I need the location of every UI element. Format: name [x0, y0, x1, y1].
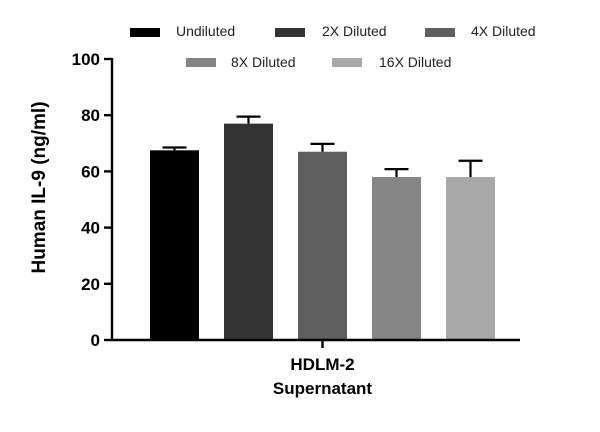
legend-label-16x-diluted: 16X Diluted [379, 54, 451, 70]
legend-label-8x-diluted: 8X Diluted [231, 54, 296, 70]
legend-swatch-8x-diluted [186, 58, 216, 67]
y-tick-label: 40 [81, 219, 100, 238]
legend-swatch-16x-diluted [332, 58, 362, 67]
bar-4x-diluted [298, 151, 347, 340]
y-tick-label: 60 [81, 162, 100, 181]
y-axis-label: Human IL-9 (ng/ml) [29, 101, 50, 273]
y-tick-label: 80 [81, 106, 100, 125]
bar-2x-diluted [224, 123, 273, 340]
bar-8x-diluted [372, 177, 421, 340]
y-tick-label: 100 [72, 50, 100, 69]
legend-swatch-2x-diluted [275, 28, 305, 37]
legend-swatch-undiluted [130, 28, 160, 37]
x-axis-label-line-1: HDLM-2 [290, 355, 354, 374]
y-tick-label: 20 [81, 275, 100, 294]
y-ticks: 0 20 40 60 80 100 [72, 50, 112, 350]
bar-undiluted [150, 150, 199, 340]
legend-label-undiluted: Undiluted [176, 23, 235, 39]
y-tick-label: 0 [91, 331, 100, 350]
x-axis-label-line-2: Supernatant [273, 379, 373, 398]
legend: Undiluted 2X Diluted 4X Diluted 8X Diluted 1… [130, 23, 536, 70]
legend-swatch-4x-diluted [425, 28, 455, 37]
legend-label-4x-diluted: 4X Diluted [471, 23, 536, 39]
legend-label-2x-diluted: 2X Diluted [322, 23, 387, 39]
axes: 0 20 40 60 80 100 [72, 50, 520, 350]
bar-16x-diluted [446, 177, 495, 340]
bars [150, 115, 495, 340]
